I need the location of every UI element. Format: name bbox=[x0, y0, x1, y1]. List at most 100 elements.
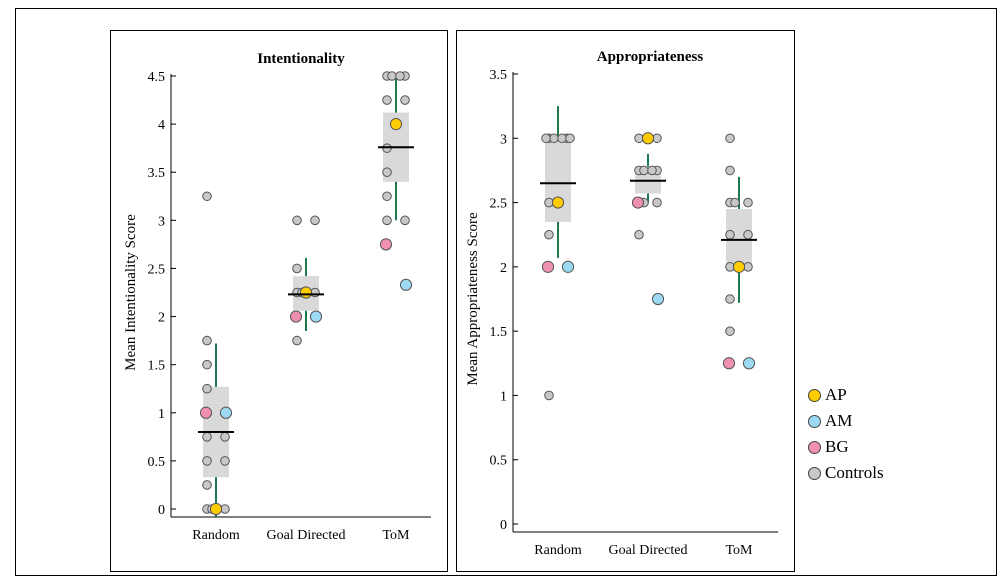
x-tick-label-tom: ToM bbox=[382, 528, 410, 543]
point-controls bbox=[387, 71, 397, 81]
point-am bbox=[309, 310, 323, 323]
point-ap bbox=[209, 502, 223, 516]
point-controls bbox=[639, 165, 649, 176]
point-bg bbox=[199, 406, 213, 419]
legend-label-bg: BG bbox=[825, 437, 849, 456]
point-am bbox=[399, 278, 413, 291]
point-controls bbox=[292, 215, 302, 226]
point-controls bbox=[202, 191, 212, 202]
point-bg bbox=[722, 357, 736, 370]
point-controls bbox=[652, 197, 662, 208]
y-tick-label: 0.5 bbox=[490, 454, 508, 469]
point-bg bbox=[289, 310, 303, 323]
point-controls bbox=[743, 197, 753, 208]
point-controls bbox=[565, 133, 575, 144]
x-tick-label-random: Random bbox=[534, 543, 582, 558]
y-tick-label: 2.5 bbox=[490, 197, 508, 212]
point-bg bbox=[379, 238, 393, 251]
figure-frame bbox=[15, 8, 997, 576]
y-tick-label: 0 bbox=[500, 518, 507, 533]
point-controls bbox=[382, 215, 392, 226]
point-am bbox=[561, 260, 575, 273]
point-controls bbox=[725, 229, 735, 240]
legend-item-controls: Controls bbox=[808, 460, 918, 486]
point-controls bbox=[395, 71, 405, 81]
point-controls bbox=[382, 95, 392, 105]
point-controls bbox=[634, 229, 644, 240]
point-controls bbox=[647, 165, 657, 176]
point-controls bbox=[382, 191, 392, 202]
point-controls bbox=[292, 335, 302, 346]
legend-label-am: AM bbox=[825, 411, 853, 430]
y-tick-label: 3 bbox=[158, 214, 165, 229]
y-axis-title: Mean Appropriateness Score bbox=[465, 212, 481, 386]
y-axis-title: Mean Intentionality Score bbox=[123, 214, 139, 371]
y-tick-label: 0.5 bbox=[148, 455, 166, 470]
intentionality-chart: Intentionality 0 0.5 1 1.5 2 2.5 3 3.5 4 4.5 Random… bbox=[123, 51, 431, 543]
appropriateness-panel: Appropriateness 0 0.5 1 1.5 2 2.5 3 3.5 Random Goa… bbox=[456, 30, 795, 572]
y-tick-label: 2 bbox=[158, 311, 165, 326]
point-ap bbox=[641, 132, 655, 145]
point-am bbox=[651, 292, 665, 306]
x-tick-label-goal-directed: Goal Directed bbox=[267, 528, 346, 543]
legend-item-am: AM bbox=[808, 408, 918, 434]
point-controls bbox=[549, 133, 559, 144]
x-tick-label-tom: ToM bbox=[725, 543, 753, 558]
point-ap bbox=[389, 118, 403, 131]
point-controls bbox=[725, 165, 735, 176]
y-tick-label: 3 bbox=[500, 132, 507, 147]
point-controls bbox=[544, 229, 554, 240]
appropriateness-chart: Appropriateness 0 0.5 1 1.5 2 2.5 3 3.5 Random Goa… bbox=[465, 49, 778, 558]
y-tick-label: 0 bbox=[158, 503, 165, 518]
chart-title: Intentionality bbox=[257, 51, 345, 67]
y-tick-label: 2.5 bbox=[148, 262, 166, 277]
point-am bbox=[219, 406, 233, 419]
point-controls bbox=[310, 215, 320, 226]
y-tick-label: 3.5 bbox=[148, 166, 166, 181]
point-bg bbox=[541, 260, 555, 273]
point-controls bbox=[725, 326, 735, 336]
point-controls bbox=[541, 133, 551, 144]
y-tick-label: 3.5 bbox=[490, 68, 508, 83]
point-controls bbox=[557, 133, 567, 144]
point-ap bbox=[551, 196, 565, 209]
am-marker-icon bbox=[808, 414, 821, 428]
point-controls bbox=[202, 456, 212, 466]
intentionality-panel: Intentionality 0 0.5 1 1.5 2 2.5 3 3.5 4 4.5 Random… bbox=[110, 30, 448, 572]
point-ap bbox=[732, 260, 746, 273]
x-tick-label-random: Random bbox=[192, 528, 240, 543]
point-controls bbox=[202, 383, 212, 394]
legend-item-bg: BG bbox=[808, 434, 918, 460]
bg-marker-icon bbox=[808, 440, 821, 454]
controls-marker-icon bbox=[808, 466, 821, 480]
point-controls bbox=[730, 197, 740, 208]
point-controls bbox=[400, 95, 410, 105]
point-controls bbox=[202, 480, 212, 490]
y-tick-label: 1 bbox=[500, 389, 507, 404]
y-tick-label: 4 bbox=[158, 118, 165, 133]
x-tick-label-goal-directed: Goal Directed bbox=[609, 543, 688, 558]
point-bg bbox=[631, 196, 645, 209]
point-controls bbox=[400, 215, 410, 226]
point-am bbox=[742, 357, 756, 370]
point-controls bbox=[202, 335, 212, 346]
point-controls bbox=[220, 432, 230, 442]
point-controls bbox=[202, 432, 212, 442]
box-random bbox=[545, 140, 571, 222]
chart-title: Appropriateness bbox=[597, 49, 704, 65]
point-controls bbox=[725, 294, 735, 304]
legend: AP AM BG Controls bbox=[808, 382, 918, 492]
ap-marker-icon bbox=[808, 388, 821, 402]
point-controls bbox=[292, 263, 302, 274]
point-controls bbox=[202, 359, 212, 370]
point-controls bbox=[725, 133, 735, 144]
y-tick-label: 2 bbox=[500, 261, 507, 276]
point-controls bbox=[743, 229, 753, 240]
legend-item-ap: AP bbox=[808, 382, 918, 408]
point-controls bbox=[544, 390, 554, 401]
point-ap bbox=[299, 286, 313, 299]
y-tick-label: 1.5 bbox=[490, 325, 508, 340]
y-tick-label: 1.5 bbox=[148, 359, 166, 374]
y-tick-label: 1 bbox=[158, 407, 165, 422]
legend-label-controls: Controls bbox=[825, 463, 884, 482]
